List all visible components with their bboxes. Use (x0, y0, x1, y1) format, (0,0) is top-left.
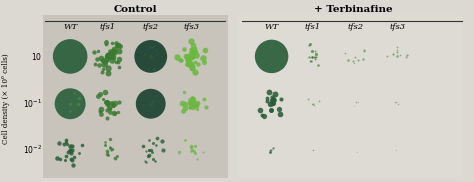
Text: Cell density (× 10⁶ cells): Cell density (× 10⁶ cells) (2, 53, 9, 144)
Text: $10^{-2}$: $10^{-2}$ (23, 144, 42, 156)
Text: tfs1: tfs1 (100, 23, 116, 31)
Text: tfs2: tfs2 (347, 23, 364, 31)
Text: Control: Control (113, 5, 157, 13)
Text: + Terbinafine: + Terbinafine (314, 5, 392, 13)
Text: $10^{-1}$: $10^{-1}$ (23, 98, 42, 110)
Ellipse shape (136, 89, 165, 119)
Text: tfs3: tfs3 (389, 23, 405, 31)
Ellipse shape (53, 39, 87, 74)
Bar (43, 15, 228, 178)
Bar (239, 15, 462, 178)
Text: tfs3: tfs3 (184, 23, 200, 31)
Ellipse shape (255, 40, 288, 73)
Text: tfs1: tfs1 (305, 23, 321, 31)
Text: WT: WT (63, 23, 77, 31)
Text: $10$: $10$ (30, 51, 42, 62)
Ellipse shape (55, 88, 86, 119)
Text: WT: WT (264, 23, 279, 31)
Text: tfs2: tfs2 (143, 23, 159, 31)
Ellipse shape (134, 40, 167, 73)
